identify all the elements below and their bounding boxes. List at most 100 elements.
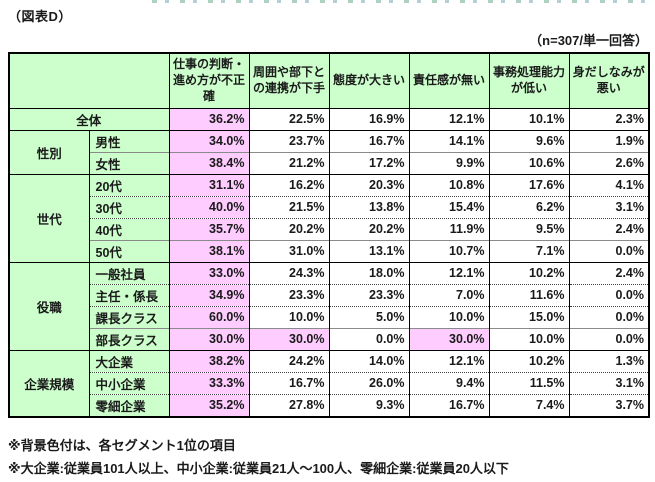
value-cell-top1: 36.2% — [168, 107, 250, 130]
value-cell: 27.8% — [248, 393, 330, 417]
value-cell: 0.0% — [568, 283, 650, 306]
value-cell-top1: 38.4% — [168, 151, 250, 174]
value-cell: 17.2% — [328, 151, 410, 174]
value-cell-top1: 31.1% — [168, 173, 250, 196]
table-row: 部長クラス 30.0% 30.0% 0.0% 30.0% 10.0% 0.0% — [9, 327, 650, 350]
row-label: 30代 — [88, 195, 170, 218]
row-label: 女性 — [88, 151, 170, 174]
value-cell: 10.2% — [488, 349, 570, 372]
value-cell: 12.1% — [408, 261, 490, 284]
value-cell-top1: 35.2% — [168, 393, 250, 417]
value-cell: 20.2% — [328, 217, 410, 240]
value-cell: 11.6% — [488, 283, 570, 306]
value-cell: 13.1% — [328, 239, 410, 262]
table-body: 全体 36.2% 22.5% 16.9% 12.1% 10.1% 2.3% 性別 男性 34.0%… — [8, 107, 650, 417]
value-cell: 16.7% — [408, 393, 490, 417]
value-cell-top1: 30.0% — [408, 327, 490, 350]
table-row: 企業規模 大企業 38.2% 24.2% 14.0% 12.1% 10.2% 1.3% — [8, 349, 650, 417]
value-cell: 10.7% — [408, 239, 490, 262]
value-cell: 9.3% — [328, 393, 410, 417]
table-row: 30代 40.0% 21.5% 13.8% 15.4% 6.2% 3.1% — [9, 195, 650, 218]
row-label: 男性 — [88, 129, 170, 152]
value-cell: 7.4% — [488, 393, 570, 417]
column-header: 周囲や部下との連携が下手 — [248, 53, 330, 109]
value-cell: 15.4% — [408, 195, 490, 218]
survey-table: 仕事の判断・進め方が不正確 周囲や部下との連携が下手 態度が大きい 責任感が無い… — [8, 52, 650, 418]
table-row: 役職 一般社員 33.0% 24.3% 18.0% 12.1% 10.2% 2.4% — [8, 261, 650, 350]
value-cell: 10.0% — [248, 305, 330, 328]
value-cell: 10.0% — [488, 327, 570, 350]
value-cell: 15.0% — [488, 305, 570, 328]
row-group-label: 企業規模 — [8, 349, 90, 417]
row-group-label: 役職 — [8, 261, 90, 350]
value-cell: 7.1% — [488, 239, 570, 262]
table-header: 仕事の判断・進め方が不正確 周囲や部下との連携が下手 態度が大きい 責任感が無い… — [8, 53, 650, 109]
row-label: 中小企業 — [88, 371, 170, 394]
table-corner-cell — [8, 53, 170, 109]
value-cell: 0.0% — [568, 305, 650, 328]
table-row: 中小企業 33.3% 16.7% 26.0% 9.4% 11.5% 3.1% — [9, 371, 650, 394]
row-label: 20代 — [88, 173, 170, 196]
value-cell-top1: 30.0% — [168, 327, 250, 350]
column-header: 態度が大きい — [328, 53, 410, 109]
value-cell: 11.5% — [488, 371, 570, 394]
value-cell: 3.7% — [568, 393, 650, 417]
table-row: 主任・係長 34.9% 23.3% 23.3% 7.0% 11.6% 0.0% — [9, 283, 650, 306]
value-cell: 9.4% — [408, 371, 490, 394]
row-label: 50代 — [88, 239, 170, 262]
value-cell: 23.7% — [248, 129, 330, 152]
value-cell: 9.9% — [408, 151, 490, 174]
row-label: 零細企業 — [88, 393, 170, 417]
value-cell: 0.0% — [568, 239, 650, 262]
value-cell: 22.5% — [248, 107, 330, 130]
value-cell-top1: 38.1% — [168, 239, 250, 262]
value-cell: 18.0% — [328, 261, 410, 284]
table-row: 全体 36.2% 22.5% 16.9% 12.1% 10.1% 2.3% — [8, 107, 650, 130]
row-label: 部長クラス — [88, 327, 170, 350]
value-cell: 16.9% — [328, 107, 410, 130]
value-cell: 6.2% — [488, 195, 570, 218]
sample-size-note: （n=307/単一回答） — [529, 33, 648, 48]
value-cell: 3.1% — [568, 371, 650, 394]
value-cell: 20.2% — [248, 217, 330, 240]
table-row: 零細企業 35.2% 27.8% 9.3% 16.7% 7.4% 3.7% — [9, 393, 650, 417]
value-cell: 20.3% — [328, 173, 410, 196]
value-cell: 31.0% — [248, 239, 330, 262]
value-cell: 4.1% — [568, 173, 650, 196]
column-header: 事務処理能力が低い — [488, 53, 570, 109]
value-cell: 10.8% — [408, 173, 490, 196]
table-row: 50代 38.1% 31.0% 13.1% 10.7% 7.1% 0.0% — [9, 239, 650, 262]
row-label: 課長クラス — [88, 305, 170, 328]
value-cell: 21.2% — [248, 151, 330, 174]
value-cell: 5.0% — [328, 305, 410, 328]
row-label: 大企業 — [88, 349, 170, 372]
value-cell: 10.0% — [408, 305, 490, 328]
value-cell: 10.2% — [488, 261, 570, 284]
value-cell-top1: 33.0% — [168, 261, 250, 284]
row-group-label: 性別 — [8, 129, 90, 174]
table-row: 女性 38.4% 21.2% 17.2% 9.9% 10.6% 2.6% — [9, 151, 650, 174]
value-cell: 3.1% — [568, 195, 650, 218]
value-cell-top1: 34.0% — [168, 129, 250, 152]
table-row: 課長クラス 60.0% 10.0% 5.0% 10.0% 15.0% 0.0% — [9, 305, 650, 328]
value-cell: 2.4% — [568, 261, 650, 284]
value-cell-top1: 34.9% — [168, 283, 250, 306]
value-cell-top1: 33.3% — [168, 371, 250, 394]
value-cell: 2.6% — [568, 151, 650, 174]
value-cell: 24.2% — [248, 349, 330, 372]
footnote-company-size-definition: ※大企業:従業員101人以上、中小企業:従業員21人〜100人、零細企業:従業員… — [8, 461, 509, 476]
figure-label: （図表D） — [8, 9, 72, 24]
value-cell: 14.0% — [328, 349, 410, 372]
value-cell: 10.6% — [488, 151, 570, 174]
value-cell: 23.3% — [248, 283, 330, 306]
value-cell-top1: 30.0% — [248, 327, 330, 350]
column-header: 責任感が無い — [408, 53, 490, 109]
value-cell: 0.0% — [568, 327, 650, 350]
value-cell: 16.7% — [328, 129, 410, 152]
value-cell: 2.4% — [568, 217, 650, 240]
value-cell: 1.3% — [568, 349, 650, 372]
value-cell: 9.5% — [488, 217, 570, 240]
value-cell-top1: 60.0% — [168, 305, 250, 328]
value-cell: 12.1% — [408, 349, 490, 372]
value-cell: 16.2% — [248, 173, 330, 196]
